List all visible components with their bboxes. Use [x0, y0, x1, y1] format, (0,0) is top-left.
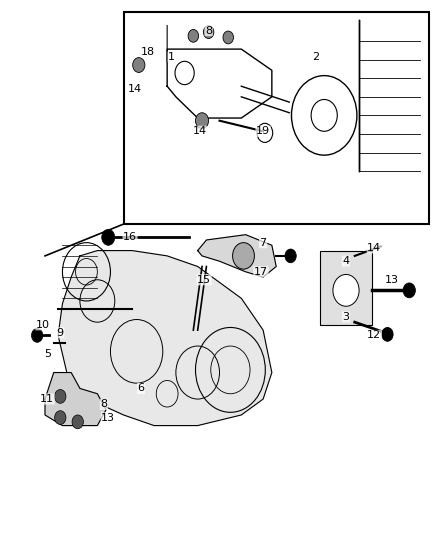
- Circle shape: [332, 274, 358, 306]
- Text: 14: 14: [367, 243, 381, 253]
- Text: 10: 10: [36, 320, 50, 330]
- Polygon shape: [58, 251, 271, 425]
- Circle shape: [284, 249, 296, 263]
- Text: 15: 15: [197, 274, 211, 285]
- Text: 16: 16: [123, 232, 137, 243]
- Text: 13: 13: [101, 413, 115, 423]
- Text: 11: 11: [40, 394, 54, 404]
- Polygon shape: [197, 235, 276, 277]
- Text: 3: 3: [342, 312, 349, 322]
- Circle shape: [54, 390, 66, 403]
- Circle shape: [102, 229, 115, 245]
- Circle shape: [203, 26, 213, 38]
- Circle shape: [195, 113, 208, 128]
- Text: 1: 1: [168, 52, 175, 62]
- Text: 19: 19: [255, 126, 269, 136]
- Circle shape: [223, 31, 233, 44]
- Text: 8: 8: [205, 26, 212, 36]
- Text: 14: 14: [192, 126, 206, 136]
- Text: 12: 12: [367, 330, 381, 341]
- Text: 4: 4: [342, 256, 349, 266]
- Text: 17: 17: [253, 267, 267, 277]
- Text: 13: 13: [384, 274, 398, 285]
- Circle shape: [232, 243, 254, 269]
- Circle shape: [54, 411, 66, 424]
- Text: 6: 6: [137, 383, 144, 393]
- Bar: [319, 251, 371, 325]
- Text: 2: 2: [311, 52, 318, 62]
- Circle shape: [402, 283, 414, 298]
- Text: 7: 7: [259, 238, 266, 248]
- Text: 18: 18: [140, 47, 154, 56]
- Text: 5: 5: [44, 349, 50, 359]
- Text: 9: 9: [57, 328, 64, 338]
- Circle shape: [381, 327, 392, 341]
- Bar: [123, 12, 428, 224]
- Text: 14: 14: [127, 84, 141, 94]
- Text: 8: 8: [100, 399, 107, 409]
- Circle shape: [32, 328, 43, 342]
- Circle shape: [132, 58, 145, 72]
- Circle shape: [72, 415, 83, 429]
- Circle shape: [187, 29, 198, 42]
- Polygon shape: [45, 373, 106, 425]
